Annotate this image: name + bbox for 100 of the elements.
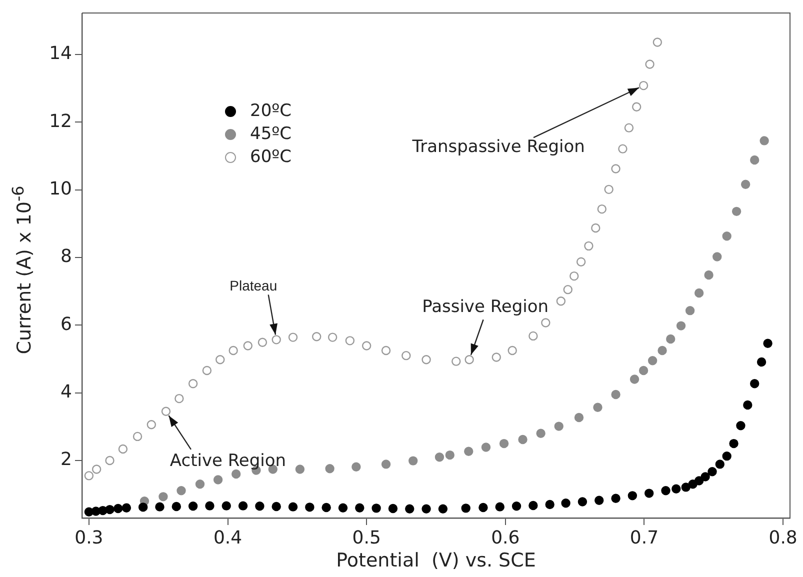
point (750, 379, 760, 388)
point (732, 206, 742, 216)
point (624, 123, 634, 132)
point (445, 450, 454, 460)
point (352, 462, 361, 472)
point (661, 486, 670, 496)
point (556, 296, 566, 306)
point (84, 471, 94, 480)
legend-label: 60ºC (249, 146, 292, 169)
point (305, 502, 314, 512)
point (355, 503, 364, 512)
point (381, 460, 391, 469)
point (576, 257, 586, 266)
x-tick-label: 0.6 (491, 527, 520, 548)
y-tick-label: 4 (60, 381, 72, 402)
legend-label: 45ºC (249, 123, 292, 146)
point (611, 390, 620, 400)
point (434, 452, 444, 462)
point (574, 412, 584, 422)
point (288, 502, 298, 512)
point (561, 498, 570, 508)
point (652, 38, 662, 47)
legend-label: 20ºC (249, 100, 292, 123)
point (172, 502, 181, 512)
point (618, 144, 628, 154)
point (563, 284, 572, 294)
annotation: Plateau (230, 278, 278, 294)
point (597, 204, 606, 214)
point (272, 502, 281, 512)
point (155, 502, 164, 512)
point (213, 475, 223, 484)
annotation: Active Region (170, 450, 286, 471)
point (611, 494, 620, 503)
point (722, 451, 732, 461)
point (222, 501, 231, 510)
point (231, 469, 241, 479)
point (295, 464, 305, 474)
point (372, 504, 381, 513)
point (518, 434, 528, 444)
point (644, 488, 654, 498)
point (645, 60, 654, 69)
y-tick-label: 2 (60, 449, 72, 470)
point (722, 232, 732, 241)
point (593, 402, 602, 412)
point (408, 456, 418, 466)
point (328, 332, 338, 342)
point (464, 355, 474, 364)
point (325, 464, 334, 474)
point (594, 496, 604, 506)
point (495, 502, 504, 512)
point (478, 502, 488, 512)
point (545, 500, 554, 510)
point (243, 341, 252, 350)
point (736, 421, 746, 430)
point (632, 102, 642, 112)
point (554, 422, 564, 431)
point (685, 306, 695, 316)
point (499, 438, 509, 448)
point (708, 467, 717, 476)
point (508, 346, 517, 356)
point (584, 241, 594, 251)
point (422, 504, 431, 514)
y-tick-label: 6 (60, 314, 72, 335)
point (676, 321, 686, 330)
point (694, 288, 704, 298)
point (578, 497, 588, 506)
point (700, 472, 710, 482)
y-tick-label: 8 (60, 246, 72, 268)
point (258, 338, 268, 347)
annotation: Passive Region (422, 297, 549, 318)
annotation: Transpassive Region (411, 136, 585, 157)
x-tick-label: 0.3 (74, 527, 104, 548)
y-tick-label: 10 (49, 178, 72, 200)
x-tick-label: 0.5 (352, 527, 381, 548)
point (452, 356, 461, 366)
point (648, 356, 658, 366)
point (672, 484, 681, 494)
x-axis-title: Potential (V) vs. SCE (336, 550, 536, 572)
point (729, 438, 738, 448)
point (638, 80, 648, 90)
point (381, 346, 391, 356)
point (146, 420, 156, 430)
point (272, 335, 281, 344)
point (362, 341, 372, 350)
point (750, 155, 760, 165)
point (174, 394, 184, 404)
point (176, 486, 186, 496)
point (541, 318, 550, 328)
point (105, 456, 114, 466)
point (345, 336, 355, 346)
point (756, 357, 766, 367)
point (630, 374, 640, 384)
point (338, 503, 348, 512)
point (132, 432, 142, 442)
point (528, 500, 538, 510)
point (604, 184, 614, 194)
point (228, 346, 238, 356)
point (570, 271, 579, 281)
point (681, 482, 690, 492)
point (205, 501, 214, 510)
